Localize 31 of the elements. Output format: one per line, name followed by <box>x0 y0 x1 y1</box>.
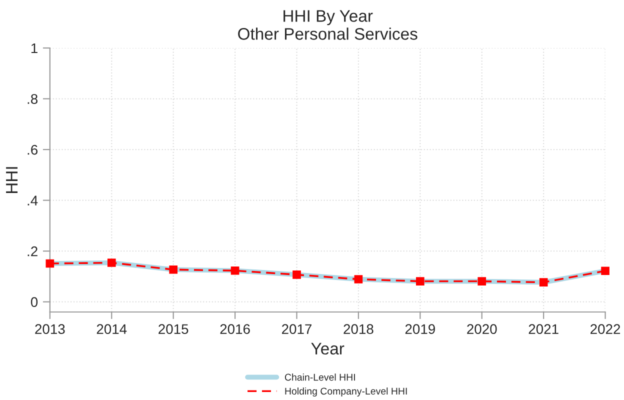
x-tick-label: 2016 <box>220 324 250 334</box>
point <box>478 277 486 286</box>
legend-label: Chain-Level HHI <box>284 374 355 381</box>
y-tick-label: 1 <box>31 43 38 54</box>
x-tick-label: 2013 <box>35 324 65 334</box>
x-tick-label: 2017 <box>282 324 312 334</box>
x-tick-label: 2021 <box>528 324 558 334</box>
point <box>292 270 301 279</box>
point <box>169 265 178 274</box>
point <box>230 266 240 275</box>
x-tick-label: 2014 <box>96 324 127 334</box>
point <box>539 278 548 286</box>
y-axis-title: HHI <box>6 167 18 193</box>
x-tick-label: 2015 <box>158 324 188 334</box>
point <box>107 258 116 267</box>
x-axis-title: Year <box>311 342 344 355</box>
y-tick-label: .2 <box>28 246 38 256</box>
chart-title: HHI By Year Other Personal Services <box>238 10 418 40</box>
legend-label: Holding Company-Level HHI <box>285 387 407 397</box>
point <box>601 266 610 276</box>
x-tick-label: 2018 <box>344 324 374 334</box>
point <box>354 275 363 284</box>
y-tick-label: .4 <box>28 196 38 206</box>
point <box>416 277 424 286</box>
x-tick-label: 2020 <box>467 324 497 334</box>
x-tick-label: 2019 <box>405 324 435 334</box>
y-tick-label: 0 <box>30 297 38 308</box>
x-tick-label: 2022 <box>590 324 620 334</box>
y-tick-label: .8 <box>28 94 38 104</box>
y-tick-label: .6 <box>28 144 38 155</box>
point <box>46 259 54 268</box>
